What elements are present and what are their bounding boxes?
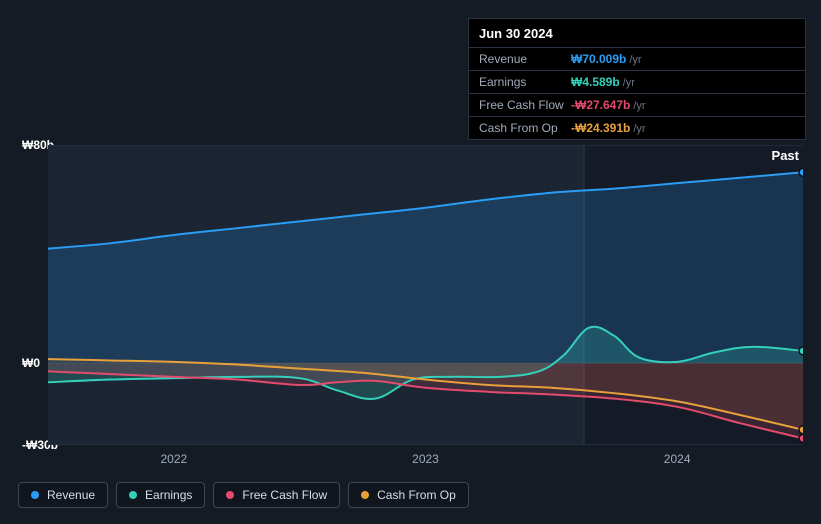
tooltip-row-value: -₩24.391b [571, 121, 630, 135]
chart-plot-area[interactable]: Past [48, 145, 803, 445]
x-axis-tick-label: 2022 [160, 452, 187, 466]
tooltip-row-unit: /yr [633, 123, 645, 135]
y-axis-tick-label: ₩0 [22, 356, 40, 370]
tooltip-row-label: Cash From Op [479, 121, 571, 135]
x-axis-tick-label: 2024 [664, 452, 691, 466]
legend-color-dot [226, 491, 234, 499]
tooltip-row-value: ₩4.589b [571, 75, 620, 89]
legend-color-dot [361, 491, 369, 499]
legend-color-dot [129, 491, 137, 499]
legend-item[interactable]: Free Cash Flow [213, 482, 340, 508]
tooltip-row-value: ₩70.009b [571, 52, 626, 66]
tooltip-row: Revenue₩70.009b/yr [469, 48, 805, 71]
tooltip-row-unit: /yr [633, 100, 645, 112]
legend-color-dot [31, 491, 39, 499]
tooltip-date: Jun 30 2024 [469, 19, 805, 48]
data-tooltip: Jun 30 2024 Revenue₩70.009b/yrEarnings₩4… [468, 18, 806, 140]
tooltip-row-label: Earnings [479, 75, 571, 89]
tooltip-row-unit: /yr [623, 77, 635, 89]
tooltip-row-value: -₩27.647b [571, 98, 630, 112]
past-label: Past [772, 148, 799, 163]
tooltip-row: Cash From Op-₩24.391b/yr [469, 117, 805, 139]
chart-legend: Revenue Earnings Free Cash Flow Cash From O… [18, 482, 469, 508]
tooltip-row-label: Free Cash Flow [479, 98, 571, 112]
legend-item[interactable]: Earnings [116, 482, 205, 508]
x-axis-tick-label: 2023 [412, 452, 439, 466]
legend-label: Free Cash Flow [242, 488, 327, 502]
tooltip-row: Earnings₩4.589b/yr [469, 71, 805, 94]
tooltip-row-label: Revenue [479, 52, 571, 66]
legend-item[interactable]: Cash From Op [348, 482, 469, 508]
chart-svg [48, 145, 803, 445]
time-series-chart: ₩80b₩0-₩30b Past 202220232024 [18, 125, 803, 485]
tooltip-row: Free Cash Flow-₩27.647b/yr [469, 94, 805, 117]
legend-label: Earnings [145, 488, 192, 502]
legend-label: Cash From Op [377, 488, 456, 502]
legend-item[interactable]: Revenue [18, 482, 108, 508]
tooltip-row-unit: /yr [629, 54, 641, 66]
legend-label: Revenue [47, 488, 95, 502]
